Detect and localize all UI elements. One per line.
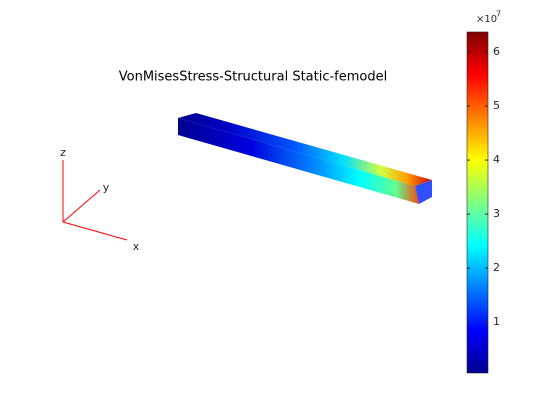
colorbar-tick-label: 5 <box>493 99 500 112</box>
chart-title: VonMisesStress-Structural Static-femodel <box>119 70 387 85</box>
colorbar-tick-label: 1 <box>493 315 500 328</box>
x-label: x <box>133 240 140 253</box>
colorbar-tick-label: 4 <box>493 153 500 166</box>
colorbar-multiplier: ×10 <box>476 14 497 25</box>
colorbar-exponent: 7 <box>496 10 501 19</box>
axes-triad <box>62 160 128 241</box>
colorbar-tick-label: 3 <box>493 207 500 220</box>
y-label: y <box>103 181 110 194</box>
colorbar-tick-label: 6 <box>493 45 500 58</box>
z-label: z <box>60 146 66 159</box>
colorbar-tick-label: 2 <box>493 261 500 274</box>
colorbar <box>466 31 489 374</box>
beam <box>178 113 432 204</box>
